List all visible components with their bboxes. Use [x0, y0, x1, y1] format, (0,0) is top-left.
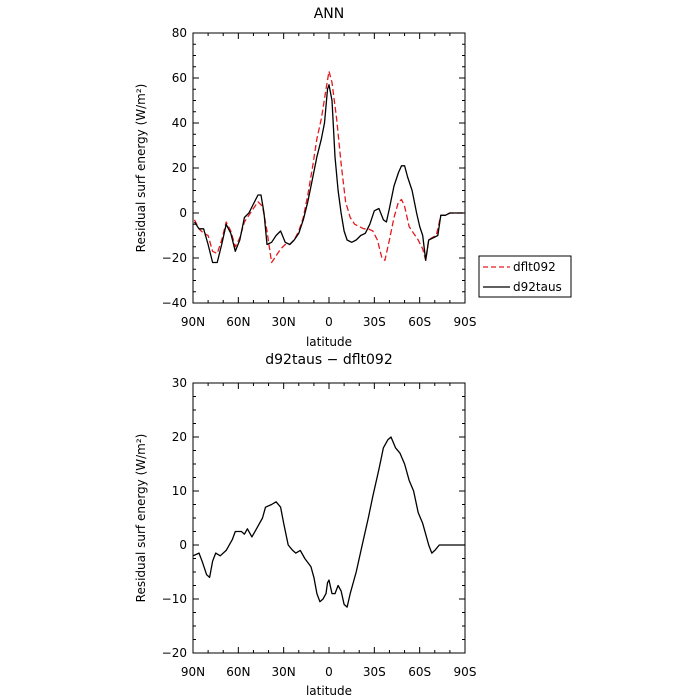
x-tick-label: 90S [454, 665, 477, 679]
y-tick-label: 20 [172, 161, 187, 175]
y-tick-label: −10 [162, 592, 187, 606]
panel-1: ANN 90N 60N 30N 0 30S 60S 90S −40 −20 0 20 40 60 80 l… [134, 6, 572, 349]
y-tick-label: 20 [172, 430, 187, 444]
x-tick-label: 30S [363, 315, 386, 329]
y-tick-label: −20 [162, 251, 187, 265]
panel-2-series [192, 436, 465, 608]
x-tick-label: 0 [325, 665, 333, 679]
y-tick-label: 0 [179, 206, 187, 220]
panel-2-title: d92taus − dflt092 [265, 352, 392, 368]
panel-1-y-axis-label: Residual surf energy (W/m²) [134, 84, 148, 253]
x-tick-label: 60S [408, 665, 431, 679]
panel-2-plot-frame [192, 382, 466, 654]
series-line-dflt092 [193, 70, 464, 264]
y-tick-label: 60 [172, 71, 187, 85]
legend-box [478, 255, 572, 298]
y-tick-label: 80 [172, 26, 187, 40]
y-tick-label: 30 [172, 376, 187, 390]
y-tick-label: 0 [179, 538, 187, 552]
legend-label-d92taus: d92taus [513, 280, 562, 294]
panel-1-series [193, 70, 464, 264]
panel-2: d92taus − dflt092 90N 60N 30N 0 30S 60S 90S −20… [134, 352, 476, 698]
series-line-series-0 [192, 436, 465, 608]
panel-2-x-axis-label: latitude [306, 684, 352, 698]
x-tick-label: 0 [325, 315, 333, 329]
series-line-d92taus [193, 84, 464, 264]
x-tick-label: 90N [181, 315, 205, 329]
panel-1-x-axis-label: latitude [306, 335, 352, 349]
x-tick-label: 30N [272, 665, 296, 679]
y-tick-label: 40 [172, 116, 187, 130]
panel-1-legend: dflt092 d92taus [478, 255, 572, 298]
panel-1-title: ANN [314, 6, 345, 22]
legend-label-dflt092: dflt092 [513, 260, 556, 274]
panel-2-ticks: 90N 60N 30N 0 30S 60S 90S −20 −10 0 10 20 30 [162, 376, 477, 679]
x-tick-label: 90S [454, 315, 477, 329]
y-tick-label: −20 [162, 646, 187, 660]
y-tick-label: 10 [172, 484, 187, 498]
panel-1-ticks: 90N 60N 30N 0 30S 60S 90S −40 −20 0 20 40 60 80 [162, 26, 477, 329]
y-tick-label: −40 [162, 296, 187, 310]
x-tick-label: 60N [226, 665, 250, 679]
x-tick-label: 60S [408, 315, 431, 329]
x-tick-label: 30S [363, 665, 386, 679]
x-tick-label: 90N [181, 665, 205, 679]
x-tick-label: 30N [272, 315, 296, 329]
x-tick-label: 60N [226, 315, 250, 329]
panel-2-y-axis-label: Residual surf energy (W/m²) [134, 434, 148, 603]
